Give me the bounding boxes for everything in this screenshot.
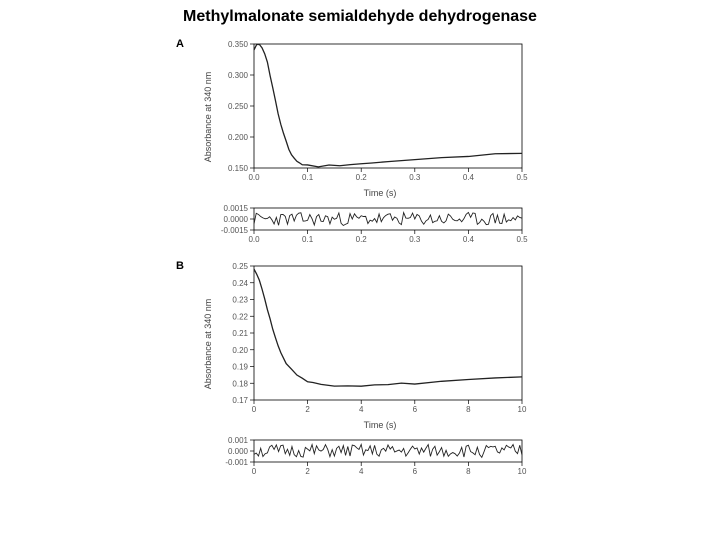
svg-text:4: 4: [359, 467, 364, 476]
page-title: Methylmalonate semialdehyde dehydrogenas…: [0, 8, 720, 26]
panel-a-main-wrap: Absorbance at 340 nm 0.00.10.20.30.40.50…: [210, 36, 550, 198]
svg-text:0.000: 0.000: [228, 447, 249, 456]
svg-text:0.150: 0.150: [228, 164, 249, 173]
figure-container: A Absorbance at 340 nm 0.00.10.20.30.40.…: [170, 36, 550, 476]
svg-text:10: 10: [518, 405, 527, 414]
svg-text:0.24: 0.24: [232, 279, 248, 288]
panel-b-main-wrap: Absorbance at 340 nm 02468100.170.180.19…: [210, 258, 550, 430]
svg-text:0.4: 0.4: [463, 235, 475, 244]
panel-b-residual-wrap: 0 2 4 6 8 10 -0.001 0.000 0.001: [210, 436, 550, 476]
svg-text:8: 8: [466, 405, 471, 414]
panel-a-label: A: [176, 38, 184, 50]
svg-text:0.0000: 0.0000: [224, 215, 249, 224]
svg-text:0.0015: 0.0015: [224, 204, 249, 213]
svg-text:0.5: 0.5: [516, 235, 528, 244]
svg-text:6: 6: [413, 405, 418, 414]
svg-text:0.3: 0.3: [409, 235, 421, 244]
svg-text:0.3: 0.3: [409, 173, 421, 182]
svg-text:4: 4: [359, 405, 364, 414]
svg-text:0.300: 0.300: [228, 71, 249, 80]
svg-text:0.1: 0.1: [302, 235, 314, 244]
svg-text:0.21: 0.21: [232, 329, 248, 338]
svg-text:0.001: 0.001: [228, 436, 249, 445]
svg-text:0.25: 0.25: [232, 262, 248, 271]
svg-text:0.23: 0.23: [232, 296, 248, 305]
svg-text:8: 8: [466, 467, 471, 476]
panel-b: B Absorbance at 340 nm 0 2 4 6 8 10 0.17 0.18 0.…: [170, 258, 550, 476]
svg-text:-0.0015: -0.0015: [221, 226, 249, 235]
panel-a: A Absorbance at 340 nm 0.00.10.20.30.40.…: [170, 36, 550, 244]
svg-text:0.4: 0.4: [463, 173, 475, 182]
panel-a-main-chart: 0.0 0.1 0.2 0.3 0.4 0.5 0.150 0.200 0.250 0.300 0.…: [210, 36, 530, 186]
svg-text:0.5: 0.5: [516, 173, 528, 182]
svg-text:-0.001: -0.001: [225, 458, 248, 467]
panel-a-residual-wrap: 0.0 0.1 0.2 0.3 0.4 0.5 -0.0015 0.0000 0.0015: [210, 204, 550, 244]
svg-text:0: 0: [252, 467, 257, 476]
panel-b-main-chart: 0 2 4 6 8 10 0.17 0.18 0.19 0.20 0.21 0.22 0.23 0.24 0…: [210, 258, 530, 418]
svg-text:0.20: 0.20: [232, 346, 248, 355]
svg-text:2: 2: [305, 467, 310, 476]
svg-text:0.0: 0.0: [248, 173, 260, 182]
svg-text:10: 10: [518, 467, 527, 476]
svg-text:0: 0: [252, 405, 257, 414]
svg-text:2: 2: [305, 405, 310, 414]
svg-text:0.18: 0.18: [232, 379, 248, 388]
svg-text:0.350: 0.350: [228, 40, 249, 49]
panel-b-label: B: [176, 260, 184, 272]
svg-text:0.17: 0.17: [232, 396, 248, 405]
svg-text:0.1: 0.1: [302, 173, 314, 182]
panel-b-ylabel: Absorbance at 340 nm: [203, 299, 213, 390]
svg-text:0.200: 0.200: [228, 133, 249, 142]
svg-text:0.22: 0.22: [232, 312, 248, 321]
panel-a-residual-chart: 0.0 0.1 0.2 0.3 0.4 0.5 -0.0015 0.0000 0.0015: [210, 204, 530, 244]
svg-text:0.2: 0.2: [356, 235, 368, 244]
panel-a-xlabel: Time (s): [210, 188, 550, 198]
svg-text:0.19: 0.19: [232, 363, 248, 372]
svg-text:0.2: 0.2: [356, 173, 368, 182]
svg-text:0.0: 0.0: [248, 235, 260, 244]
panel-b-xlabel: Time (s): [210, 420, 550, 430]
svg-text:6: 6: [413, 467, 418, 476]
svg-text:0.250: 0.250: [228, 102, 249, 111]
panel-a-ylabel: Absorbance at 340 nm: [203, 72, 213, 163]
panel-b-residual-chart: 0 2 4 6 8 10 -0.001 0.000 0.001: [210, 436, 530, 476]
